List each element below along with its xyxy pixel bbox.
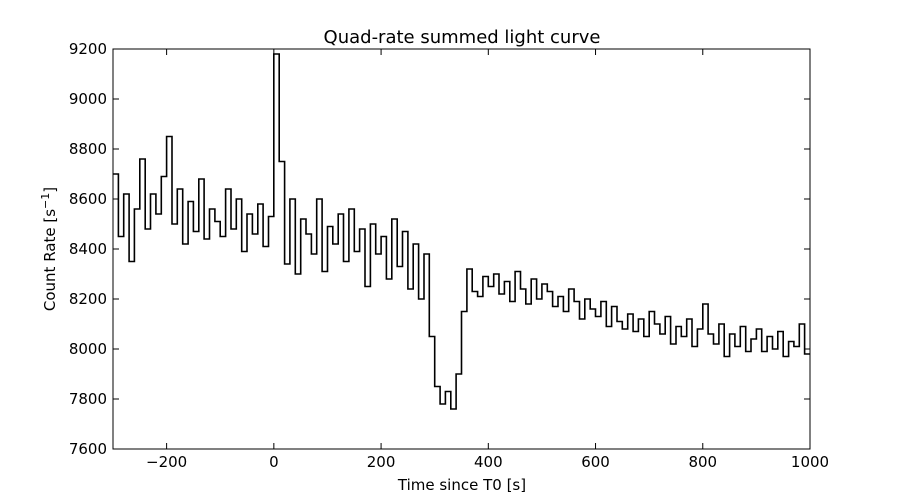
y-tick-label: 9000 — [69, 90, 107, 108]
y-tick-label: 8000 — [69, 340, 107, 358]
x-tick-label: 1000 — [791, 453, 829, 471]
y-axis-title-superscript: −1 — [39, 193, 52, 209]
x-tick-label: 200 — [367, 453, 396, 471]
light-curve-line — [113, 53, 810, 410]
y-tick-label: 8600 — [69, 190, 107, 208]
x-tick-label: 600 — [581, 453, 610, 471]
x-axis-title: Time since T0 [s] — [397, 476, 526, 494]
chart-title: Quad-rate summed light curve — [324, 27, 601, 48]
y-axis-title-close: ] — [41, 187, 59, 193]
y-tick-label: 8800 — [69, 140, 107, 158]
y-tick-label: 7800 — [69, 390, 107, 408]
plot-frame — [112, 48, 811, 450]
y-tick-label: 8400 — [69, 240, 107, 258]
x-tick-label: −200 — [146, 453, 187, 471]
y-axis-ticks: 7600 7800 8000 8200 8400 8600 8800 9000 9200 — [69, 40, 810, 458]
x-tick-label: 400 — [474, 453, 503, 471]
y-axis-title-main: Count Rate [s — [41, 209, 59, 311]
x-tick-label: 800 — [688, 453, 717, 471]
y-tick-label: 9200 — [69, 40, 107, 58]
y-tick-label: 7600 — [69, 440, 107, 458]
y-tick-label: 8200 — [69, 290, 107, 308]
y-axis-title: Count Rate [s−1] — [39, 187, 59, 311]
x-axis-ticks: −200 0 200 400 600 800 1000 — [146, 49, 829, 471]
x-tick-label: 0 — [269, 453, 279, 471]
